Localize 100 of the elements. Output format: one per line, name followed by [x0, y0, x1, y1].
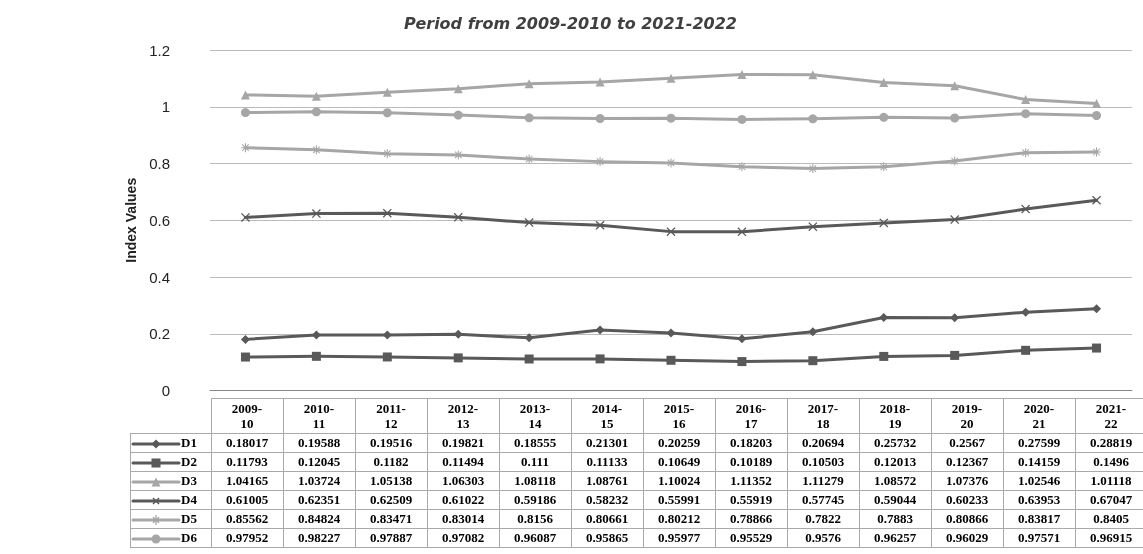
- point: [595, 325, 605, 335]
- point: [666, 355, 676, 365]
- point: [524, 79, 534, 89]
- point: [879, 112, 889, 122]
- point: [595, 220, 605, 230]
- data-label: 1.11352: [715, 471, 787, 491]
- y-tick-label: 1: [161, 98, 170, 116]
- point: [595, 354, 605, 364]
- data-label: 0.28819: [1075, 433, 1143, 453]
- x-tick-label: 2019-20: [931, 401, 1003, 431]
- point: [453, 212, 463, 222]
- data-label: 0.97952: [211, 528, 283, 548]
- data-label: 0.62509: [355, 490, 427, 510]
- point: [808, 327, 818, 337]
- point: [453, 110, 463, 120]
- point: [1092, 195, 1102, 205]
- data-label: 0.97082: [427, 528, 499, 548]
- data-label: 0.11793: [211, 452, 283, 472]
- data-label: 0.18203: [715, 433, 787, 453]
- data-label: 0.7883: [859, 509, 931, 529]
- point: [879, 351, 889, 361]
- data-label: 0.96029: [931, 528, 1003, 548]
- point: [950, 350, 960, 360]
- data-label: 0.2567: [931, 433, 1003, 453]
- data-label: 0.96087: [499, 528, 571, 548]
- point: [524, 218, 534, 228]
- legend-label: D3: [181, 473, 197, 488]
- data-label: 0.10503: [787, 452, 859, 472]
- point: [240, 334, 250, 344]
- data-label: 0.18555: [499, 433, 571, 453]
- point: [808, 164, 818, 174]
- data-label: 0.80866: [931, 509, 1003, 529]
- data-label: 0.7822: [787, 509, 859, 529]
- data-label: 0.96915: [1075, 528, 1143, 548]
- x-tick-label: 2015-16: [643, 401, 715, 431]
- point: [666, 227, 676, 237]
- point: [1092, 147, 1102, 157]
- data-label: 1.11279: [787, 471, 859, 491]
- legend-label: D6: [181, 530, 197, 545]
- point: [240, 108, 250, 118]
- data-label: 0.11133: [571, 452, 643, 472]
- data-label: 1.08572: [859, 471, 931, 491]
- x-tick-label: 2018-19: [859, 401, 931, 431]
- point: [1021, 95, 1031, 105]
- legend-label: D2: [181, 454, 197, 469]
- point: [737, 334, 747, 344]
- data-label: 1.08761: [571, 471, 643, 491]
- data-label: 0.98227: [283, 528, 355, 548]
- data-label: 0.1496: [1075, 452, 1143, 472]
- point: [737, 70, 747, 80]
- point: [950, 113, 960, 123]
- x-tick-label: 2017-18: [787, 401, 859, 431]
- x-tick-label: 2013-14: [499, 401, 571, 431]
- data-label: 0.25732: [859, 433, 931, 453]
- y-tick-label: 0.2: [149, 325, 170, 343]
- data-label: 1.03724: [283, 471, 355, 491]
- data-label: 0.62351: [283, 490, 355, 510]
- point: [737, 114, 747, 124]
- point: [666, 328, 676, 338]
- data-label: 0.61005: [211, 490, 283, 510]
- chart-title: Period from 2009-2010 to 2021-2022: [404, 13, 737, 33]
- data-label: 0.55991: [643, 490, 715, 510]
- data-label: 0.27599: [1003, 433, 1075, 453]
- x-tick-label: 2020-21: [1003, 401, 1075, 431]
- data-label: 1.10024: [643, 471, 715, 491]
- data-label: 0.85562: [211, 509, 283, 529]
- point: [595, 113, 605, 123]
- data-label: 0.10649: [643, 452, 715, 472]
- y-tick-label: 0.4: [149, 268, 170, 286]
- point: [1021, 345, 1031, 355]
- data-label: 0.60233: [931, 490, 1003, 510]
- data-label: 1.06303: [427, 471, 499, 491]
- data-label: 0.12013: [859, 452, 931, 472]
- data-label: 0.111: [499, 452, 571, 472]
- point: [879, 218, 889, 228]
- data-label: 0.61022: [427, 490, 499, 510]
- point: [666, 73, 676, 83]
- data-label: 0.8156: [499, 509, 571, 529]
- data-label: 0.55919: [715, 490, 787, 510]
- data-label: 0.19821: [427, 433, 499, 453]
- point: [879, 77, 889, 87]
- point: [1092, 99, 1102, 109]
- data-label: 0.14159: [1003, 452, 1075, 472]
- data-label: 0.83471: [355, 509, 427, 529]
- legend-label: D4: [181, 492, 197, 507]
- data-label: 0.12367: [931, 452, 1003, 472]
- x-tick-label: 2010-11: [283, 401, 355, 431]
- data-label: 1.07376: [931, 471, 1003, 491]
- data-label: 1.08118: [499, 471, 571, 491]
- point: [1092, 304, 1102, 314]
- x-tick-label: 2016-17: [715, 401, 787, 431]
- point: [1092, 343, 1102, 353]
- data-label: 0.78866: [715, 509, 787, 529]
- x-tick-label: 2012-13: [427, 401, 499, 431]
- data-label: 1.02546: [1003, 471, 1075, 491]
- point: [382, 87, 392, 97]
- data-label: 0.8405: [1075, 509, 1143, 529]
- y-axis-title: Index Values: [123, 177, 140, 263]
- point: [808, 114, 818, 124]
- data-label: 0.96257: [859, 528, 931, 548]
